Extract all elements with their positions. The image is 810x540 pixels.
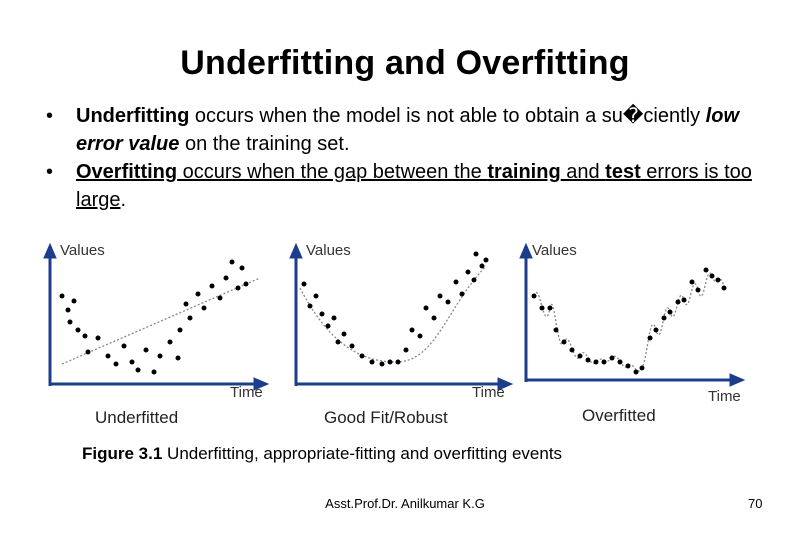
bullet2-text: occurs when the gap between the	[177, 161, 488, 183]
term-training: training	[487, 161, 561, 183]
data-points	[301, 251, 489, 367]
figure-caption-text: Underfitting, appropriate-fitting and ov…	[162, 444, 563, 463]
figure-caption-label: Figure 3.1	[82, 444, 163, 463]
bullet2-and: and	[560, 161, 606, 183]
bullet2-end: errors is too large	[76, 161, 752, 211]
panel-caption: Overfitted	[582, 406, 656, 425]
fit-curve	[299, 265, 487, 363]
good-fit-plot	[289, 242, 514, 391]
footer-author: Asst.Prof.Dr. Anilkumar K.G	[325, 496, 485, 511]
x-axis-label: Time	[708, 388, 741, 405]
underfitted-plot	[43, 242, 270, 391]
y-axis-label: Values	[60, 242, 105, 259]
bullet-overfitting: • Overfitting occurs when the gap betwee…	[46, 158, 766, 214]
page-number: 70	[748, 496, 763, 511]
data-points	[59, 259, 249, 375]
y-axis-label: Values	[532, 242, 577, 259]
axes	[289, 242, 514, 391]
bullet2-period: .	[120, 189, 127, 211]
data-points	[531, 267, 727, 375]
overfitted-plot	[519, 242, 746, 387]
panel-caption: Good Fit/Robust	[324, 408, 448, 427]
bullet-underfitting: • Underfitting occurs when the model is …	[46, 102, 766, 158]
axes	[43, 242, 270, 391]
term-underfitting: Underfitting	[76, 105, 190, 127]
fitting-figure: Values Time Underfitted	[40, 238, 760, 433]
slide-title: Underfitting and Overfitting	[180, 44, 630, 82]
bullet-list: • Underfitting occurs when the model is …	[46, 102, 766, 214]
axes	[519, 242, 746, 387]
term-overfitting: Overfitting	[76, 161, 178, 183]
panel-good-fit: Values Time Good Fit/Robust	[286, 238, 516, 433]
x-axis-label: Time	[230, 384, 263, 401]
panel-underfitted: Values Time Underfitted	[40, 238, 270, 433]
fit-line	[61, 277, 261, 365]
x-axis-label: Time	[472, 384, 505, 401]
panel-overfitted: Values Time Overfitted	[518, 238, 750, 433]
bullet1-end: on the training set.	[179, 133, 350, 155]
term-test: test	[605, 161, 641, 183]
bullet1-emphasis: low error value	[76, 105, 740, 155]
bullet1-text: occurs when the model is not able to obt…	[189, 105, 706, 127]
figure-caption: Figure 3.1 Underfitting, appropriate-fit…	[82, 444, 562, 464]
y-axis-label: Values	[306, 242, 351, 259]
bullet-marker: •	[46, 105, 54, 127]
bullet-marker: •	[46, 161, 54, 183]
fit-curve	[533, 272, 725, 372]
panel-caption: Underfitted	[95, 408, 179, 427]
